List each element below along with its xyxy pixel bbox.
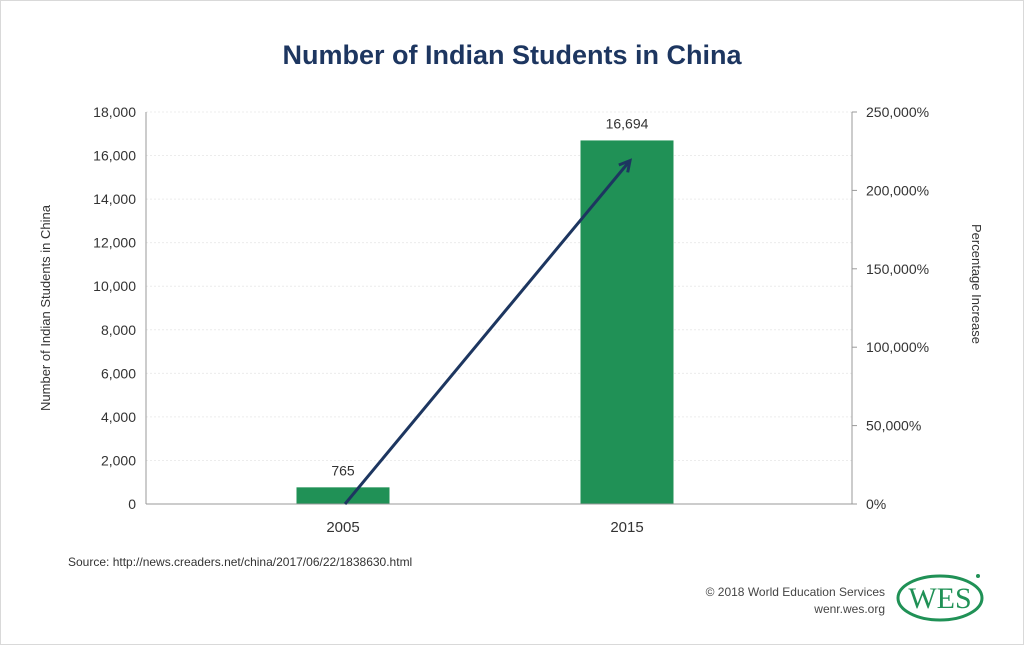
y2-tick-label: 0%: [866, 496, 886, 512]
copyright: © 2018 World Education Services: [705, 585, 885, 599]
y2-tick-label: 150,000%: [866, 261, 929, 277]
wes-logo: WES: [896, 574, 984, 622]
y2-tick-label: 250,000%: [866, 104, 929, 120]
chart-title: Number of Indian Students in China: [282, 40, 742, 70]
y2-tick-label: 50,000%: [866, 418, 921, 434]
y-tick-label: 14,000: [93, 191, 136, 207]
footer-credit: © 2018 World Education Services wenr.wes…: [706, 584, 885, 618]
y-tick-label: 12,000: [93, 235, 136, 251]
y-tick-label: 18,000: [93, 104, 136, 120]
y-tick-label: 16,000: [93, 148, 136, 164]
y-tick-label: 0: [128, 496, 136, 512]
y2-axis-label: Percentage Increase: [969, 224, 984, 344]
arrow-head-icon: [618, 158, 632, 173]
site-url: wenr.wes.org: [814, 602, 885, 616]
source-note: Source: http://news.creaders.net/china/2…: [68, 555, 413, 569]
y2-tick-label: 100,000%: [866, 339, 929, 355]
x-tick-label: 2005: [326, 519, 359, 536]
data-label: 765: [331, 462, 355, 478]
bar-2005: [296, 487, 390, 504]
percentage-increase-arrow: [343, 159, 632, 505]
x-tick-label: 2015: [610, 519, 643, 536]
data-label: 16,694: [606, 115, 649, 131]
y-tick-label: 10,000: [93, 278, 136, 294]
svg-text:WES: WES: [908, 582, 971, 615]
y-tick-label: 6,000: [101, 365, 136, 381]
y-tick-label: 2,000: [101, 452, 136, 468]
y-tick-label: 4,000: [101, 409, 136, 425]
y-tick-label: 8,000: [101, 322, 136, 338]
y2-tick-label: 200,000%: [866, 182, 929, 198]
y-axis-label: Number of Indian Students in China: [38, 204, 53, 411]
bar-2015: [580, 140, 674, 504]
